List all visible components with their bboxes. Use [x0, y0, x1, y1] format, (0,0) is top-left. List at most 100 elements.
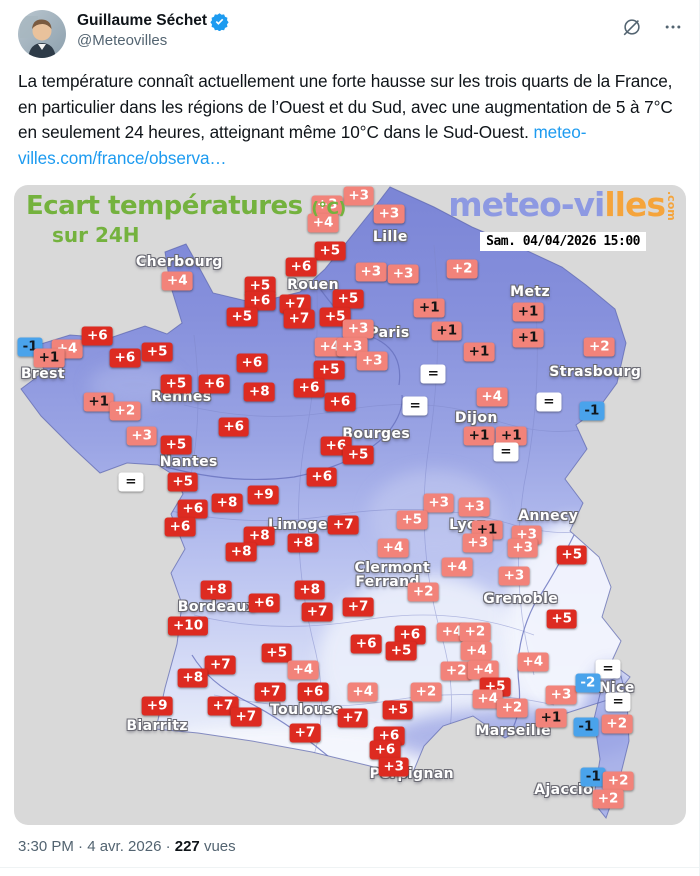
temp-badge: +1 [463, 342, 495, 362]
temp-badge: = [493, 442, 519, 462]
map-title-text: Ecart températures [26, 191, 303, 222]
temp-badge: +6 [244, 291, 276, 311]
france-outline [20, 186, 631, 778]
temp-badge: +6 [285, 257, 317, 277]
temp-badge: +6 [350, 634, 382, 654]
temp-badge: +2 [446, 259, 478, 279]
logo-part-orange: lles [604, 185, 666, 225]
temp-badge: +5 [556, 545, 588, 565]
temp-badge: +5 [385, 641, 417, 661]
temp-badge: = [118, 472, 144, 492]
temp-badge: +3 [126, 426, 158, 446]
temp-badge: +8 [200, 580, 232, 600]
temp-badge: = [536, 392, 562, 412]
temp-badge: +1 [33, 348, 65, 368]
temp-badge: +6 [164, 517, 196, 537]
map-timestamp: Sam. 04/04/2026 15:00 [480, 232, 646, 252]
temp-badge: +9 [141, 696, 173, 716]
temp-badge: +5 [141, 342, 173, 362]
temp-badge: +1 [512, 328, 544, 348]
temp-badge: +7 [342, 597, 374, 617]
temp-badge: +8 [243, 526, 275, 546]
avatar[interactable] [18, 10, 66, 58]
temp-badge: +1 [413, 298, 445, 318]
temp-badge: +5 [332, 289, 364, 309]
temp-badge: +6 [297, 682, 329, 702]
city-label: Dijon [454, 409, 498, 426]
temp-badge: +1 [512, 302, 544, 322]
temp-badge: +3 [355, 262, 387, 282]
tweet-divider [0, 867, 699, 869]
temp-badge: +8 [294, 580, 326, 600]
weather-map-image[interactable]: Cherbourg Lille Rouen Metz Paris Strasbourg Br… [14, 185, 686, 826]
temp-badge: +3 [507, 538, 539, 558]
tweet-actions [621, 10, 683, 38]
views-count: 227 [174, 838, 200, 856]
temp-badge: +3 [545, 685, 577, 705]
temp-badge: +8 [225, 542, 257, 562]
temp-badge: +3 [423, 493, 455, 513]
temp-badge: -1 [580, 767, 606, 787]
avatar-image [18, 10, 66, 58]
tweet-text-body: La température connaît actuellement une … [18, 71, 673, 143]
temp-badge: +5 [314, 241, 346, 261]
temp-badge: +6 [369, 740, 401, 760]
temp-badge: +4 [287, 660, 319, 680]
temp-badge: +3 [343, 186, 375, 206]
city-label: Strasbourg [549, 363, 642, 380]
temp-badge: +8 [243, 382, 275, 402]
temp-badge: +4 [517, 652, 549, 672]
temp-badge: +8 [177, 668, 209, 688]
temp-badge: +5 [160, 435, 192, 455]
temp-badge: +2 [592, 789, 624, 809]
temp-badge: +9 [247, 485, 279, 505]
author-block: Guillaume Séchet @Meteovilles [77, 10, 229, 51]
city-label: Biarritz [126, 717, 188, 734]
city-label: Ajaccio [534, 782, 594, 799]
temp-badge: +8 [211, 493, 243, 513]
city-label: Annecy [518, 508, 579, 525]
temp-badge: +3 [356, 351, 388, 371]
map-title-unit: (°C) [311, 199, 346, 220]
city-label: Metz [510, 284, 551, 301]
grok-button[interactable] [621, 16, 643, 38]
temp-badge: +7 [283, 309, 315, 329]
temp-badge: +2 [410, 682, 442, 702]
temp-badge: +4 [460, 641, 492, 661]
map-subtitle: sur 24H [52, 223, 140, 248]
more-icon [665, 25, 681, 29]
author-name[interactable]: Guillaume Séchet [77, 12, 208, 29]
city-label: Limoges [267, 516, 337, 533]
temp-badge: +7 [230, 707, 262, 727]
city-label: Bourges [342, 426, 411, 443]
more-button[interactable] [663, 17, 683, 37]
temp-badge: +7 [254, 682, 286, 702]
temp-badge: +4 [377, 538, 409, 558]
temp-badge: = [420, 364, 446, 384]
temp-badge: +4 [307, 213, 339, 233]
temp-badge: +6 [177, 499, 209, 519]
tweet-link[interactable]: meteo-villes.com/france/observa… [18, 122, 587, 168]
temp-badge: +2 [602, 771, 634, 791]
verified-badge-icon [210, 12, 229, 31]
temp-badge: +3 [378, 757, 410, 777]
temp-badge: +3 [458, 497, 490, 517]
temp-badge: -1 [579, 401, 605, 421]
temp-badge: +7 [289, 723, 321, 743]
temp-badge: +4 [441, 557, 473, 577]
temp-badge: +5 [313, 360, 345, 380]
city-label: Rouen [287, 277, 339, 294]
temp-badge: +5 [226, 307, 258, 327]
temp-badge: +1 [83, 392, 115, 412]
badge-layer: +3 +3 +3 +4 +5 +6 +3 +3 +2 +4 +5 +6 +5 +7 +5 +7 +5 +3 +1 +1… [14, 185, 686, 825]
temp-badge: +3 [342, 319, 374, 339]
temp-badge: +4 [472, 689, 504, 709]
temp-badge: +6 [198, 374, 230, 394]
city-label: Ferrand [355, 573, 420, 590]
temp-badge: +7 [204, 655, 236, 675]
tweet-text: La température connaît actuellement une … [18, 69, 681, 171]
temp-badge: +2 [440, 661, 472, 681]
author-handle: @Meteovilles [77, 32, 168, 49]
tweet-footer: 3:30 PM · 4 avr. 2026 · 227 vues [18, 838, 681, 855]
